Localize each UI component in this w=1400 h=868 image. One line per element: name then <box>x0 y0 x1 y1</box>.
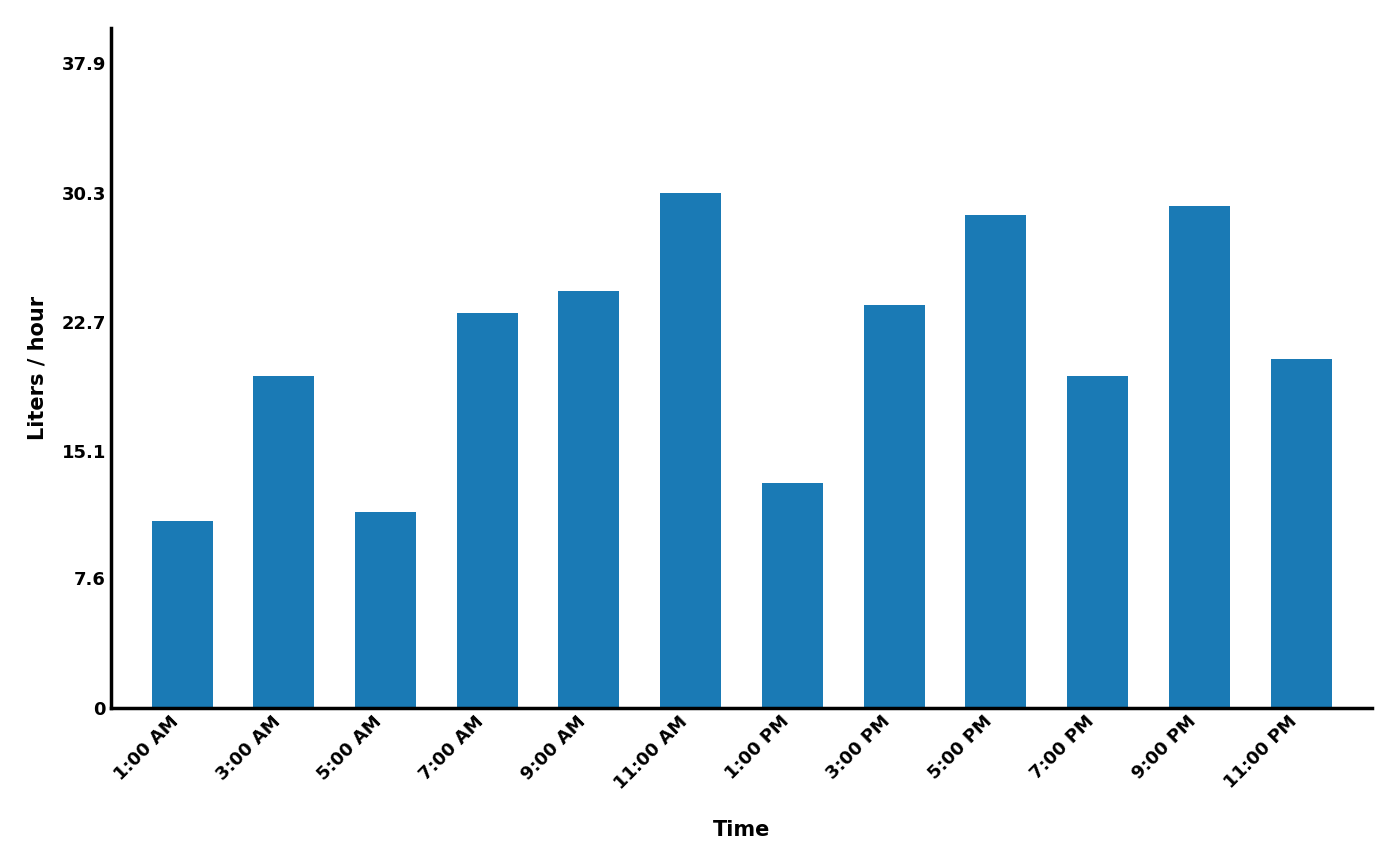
Bar <box>253 376 315 707</box>
Bar <box>661 193 721 707</box>
Y-axis label: Liters / hour: Liters / hour <box>28 296 48 440</box>
Bar <box>1067 376 1128 707</box>
Bar <box>1169 207 1229 707</box>
Bar <box>966 214 1026 707</box>
Bar <box>456 313 518 707</box>
Bar <box>151 521 213 707</box>
Bar <box>559 291 619 707</box>
Bar <box>1271 359 1331 707</box>
Bar <box>864 305 924 707</box>
Bar <box>356 512 416 707</box>
Bar <box>762 483 823 707</box>
X-axis label: Time: Time <box>713 820 770 840</box>
